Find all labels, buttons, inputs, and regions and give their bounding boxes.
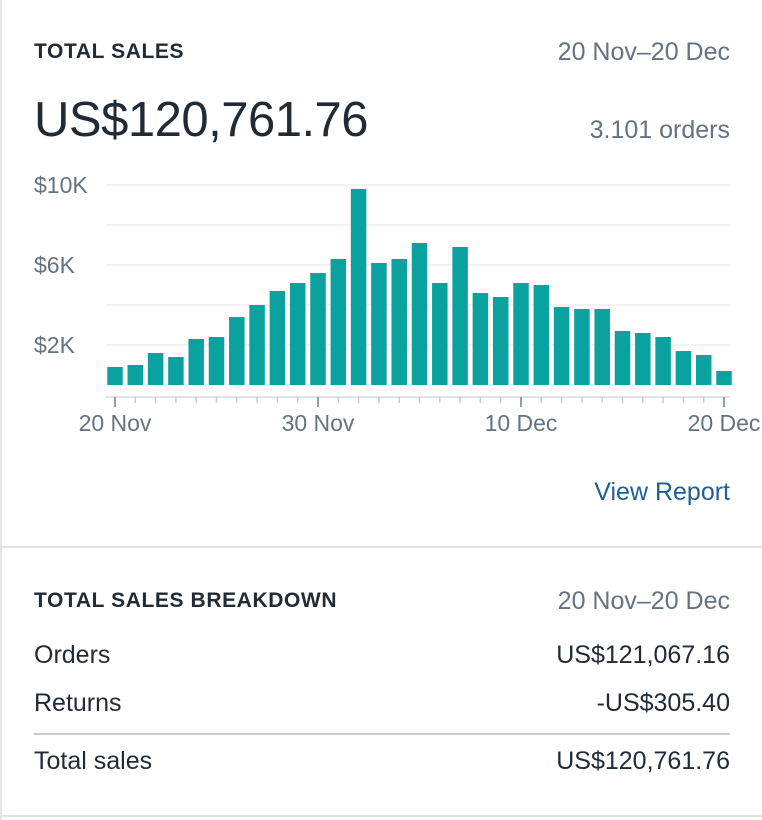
- total-sales-heading: TOTAL SALES: [34, 40, 185, 63]
- chart-bar[interactable]: [452, 247, 468, 385]
- chart-bar[interactable]: [513, 283, 529, 385]
- bottom-divider: [0, 815, 762, 817]
- breakdown-row-returns: Returns -US$305.40: [34, 689, 730, 725]
- chart-bar[interactable]: [695, 355, 712, 385]
- breakdown-row-value: -US$305.40: [596, 689, 730, 717]
- breakdown-row-value: US$121,067.16: [556, 641, 730, 669]
- chart-bar[interactable]: [574, 309, 590, 385]
- chart-bar[interactable]: [249, 305, 265, 385]
- chart-bar[interactable]: [432, 283, 448, 385]
- breakdown-row-label: Orders: [34, 641, 111, 669]
- chart-bar[interactable]: [188, 339, 204, 385]
- sales-bar-chart-svg: $10K $6K $2K 20 Nov 30 Nov 10 Dec 20 Dec: [34, 172, 761, 436]
- card-divider: [0, 546, 762, 548]
- view-report-link[interactable]: View Report: [594, 478, 730, 506]
- chart-bar[interactable]: [614, 331, 631, 385]
- chart-bar[interactable]: [310, 273, 326, 385]
- chart-bar[interactable]: [655, 337, 671, 385]
- breakdown-date-range: 20 Nov–20 Dec: [557, 587, 730, 615]
- total-sales-card: TOTAL SALES 20 Nov–20 Dec US$120,761.76 …: [0, 38, 762, 506]
- chart-bar[interactable]: [229, 317, 245, 385]
- chart-bar[interactable]: [289, 283, 306, 385]
- total-sales-date-range: 20 Nov–20 Dec: [557, 38, 730, 66]
- chart-bar[interactable]: [553, 307, 570, 385]
- chart-bar[interactable]: [492, 297, 509, 385]
- chart-bar[interactable]: [127, 365, 144, 385]
- chart-x-tick-label: 10 Dec: [485, 410, 558, 436]
- breakdown-total-divider: [34, 733, 730, 735]
- chart-bar[interactable]: [350, 189, 367, 385]
- chart-bar[interactable]: [411, 243, 428, 385]
- chart-bar[interactable]: [594, 309, 610, 385]
- chart-bar[interactable]: [147, 353, 164, 385]
- chart-bar[interactable]: [330, 259, 347, 385]
- chart-bar[interactable]: [675, 351, 692, 385]
- breakdown-total-label: Total sales: [34, 747, 153, 775]
- chart-bar[interactable]: [635, 333, 651, 385]
- chart-bar[interactable]: [391, 259, 407, 385]
- chart-x-tick-label: 30 Nov: [282, 410, 355, 436]
- chart-bar[interactable]: [533, 285, 550, 385]
- chart-bar[interactable]: [208, 337, 225, 385]
- breakdown-total-value: US$120,761.76: [556, 747, 730, 775]
- chart-bar[interactable]: [269, 291, 286, 385]
- chart-y-tick-label: $2K: [34, 332, 76, 358]
- sales-bar-chart: $10K $6K $2K 20 Nov 30 Nov 10 Dec 20 Dec: [0, 165, 762, 455]
- breakdown-row-label: Returns: [34, 689, 122, 717]
- breakdown-row-total: Total sales US$120,761.76: [34, 747, 730, 783]
- breakdown-row-orders: Orders US$121,067.16: [34, 641, 730, 677]
- chart-bar[interactable]: [371, 263, 387, 385]
- chart-y-tick-label: $10K: [34, 172, 88, 198]
- chart-bar[interactable]: [168, 357, 184, 385]
- breakdown-heading: TOTAL SALES BREAKDOWN: [34, 589, 338, 612]
- chart-bar[interactable]: [716, 371, 732, 385]
- chart-x-tick-label: 20 Nov: [79, 410, 152, 436]
- chart-bar[interactable]: [107, 367, 123, 385]
- orders-count: 3.101 orders: [589, 116, 730, 144]
- chart-x-tick-label: 20 Dec: [688, 410, 761, 436]
- total-sales-amount: US$120,761.76: [34, 93, 369, 147]
- chart-y-tick-label: $6K: [34, 252, 76, 278]
- left-border: [0, 0, 2, 820]
- chart-bar[interactable]: [472, 293, 489, 385]
